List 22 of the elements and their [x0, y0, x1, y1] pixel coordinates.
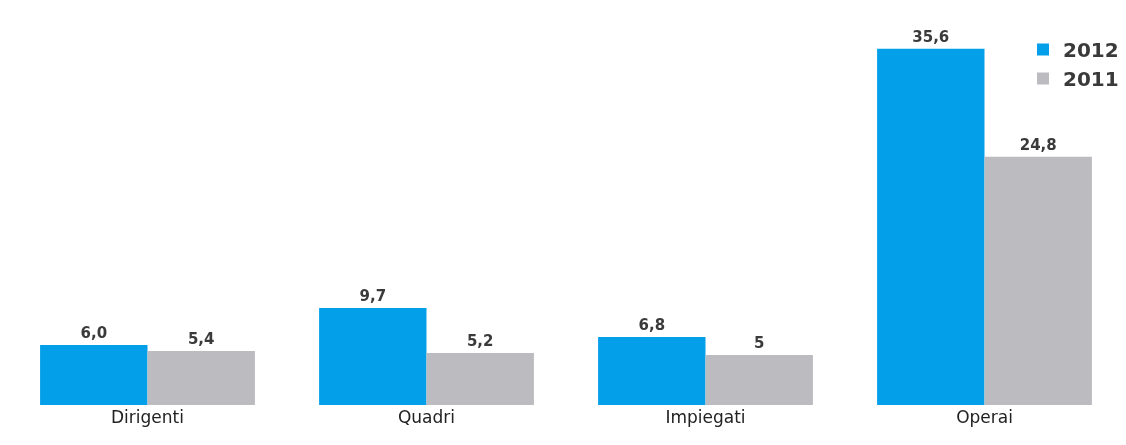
x-tick-label: Operai	[956, 407, 1013, 427]
bar	[984, 156, 1092, 405]
data-label: 6,8	[638, 315, 666, 334]
data-label: 5	[753, 333, 765, 352]
data-label: 24,8	[1019, 135, 1057, 154]
data-label: 5,2	[466, 331, 494, 350]
legend-label: 2012	[1063, 38, 1119, 63]
bar	[705, 354, 813, 405]
data-label: 6,0	[80, 323, 108, 342]
data-label: 35,6	[912, 27, 950, 46]
bar	[147, 350, 255, 405]
x-tick-label: Quadri	[397, 407, 456, 427]
x-tick-label: Dirigenti	[111, 407, 184, 427]
x-tick-label: Impiegati	[665, 407, 746, 427]
data-label: 5,4	[187, 329, 215, 348]
bar	[40, 344, 148, 405]
bar	[877, 48, 985, 405]
bar	[426, 352, 534, 405]
legend-label: 2011	[1063, 67, 1119, 92]
bar	[319, 307, 427, 405]
data-label: 9,7	[359, 286, 387, 305]
bar	[598, 336, 706, 405]
